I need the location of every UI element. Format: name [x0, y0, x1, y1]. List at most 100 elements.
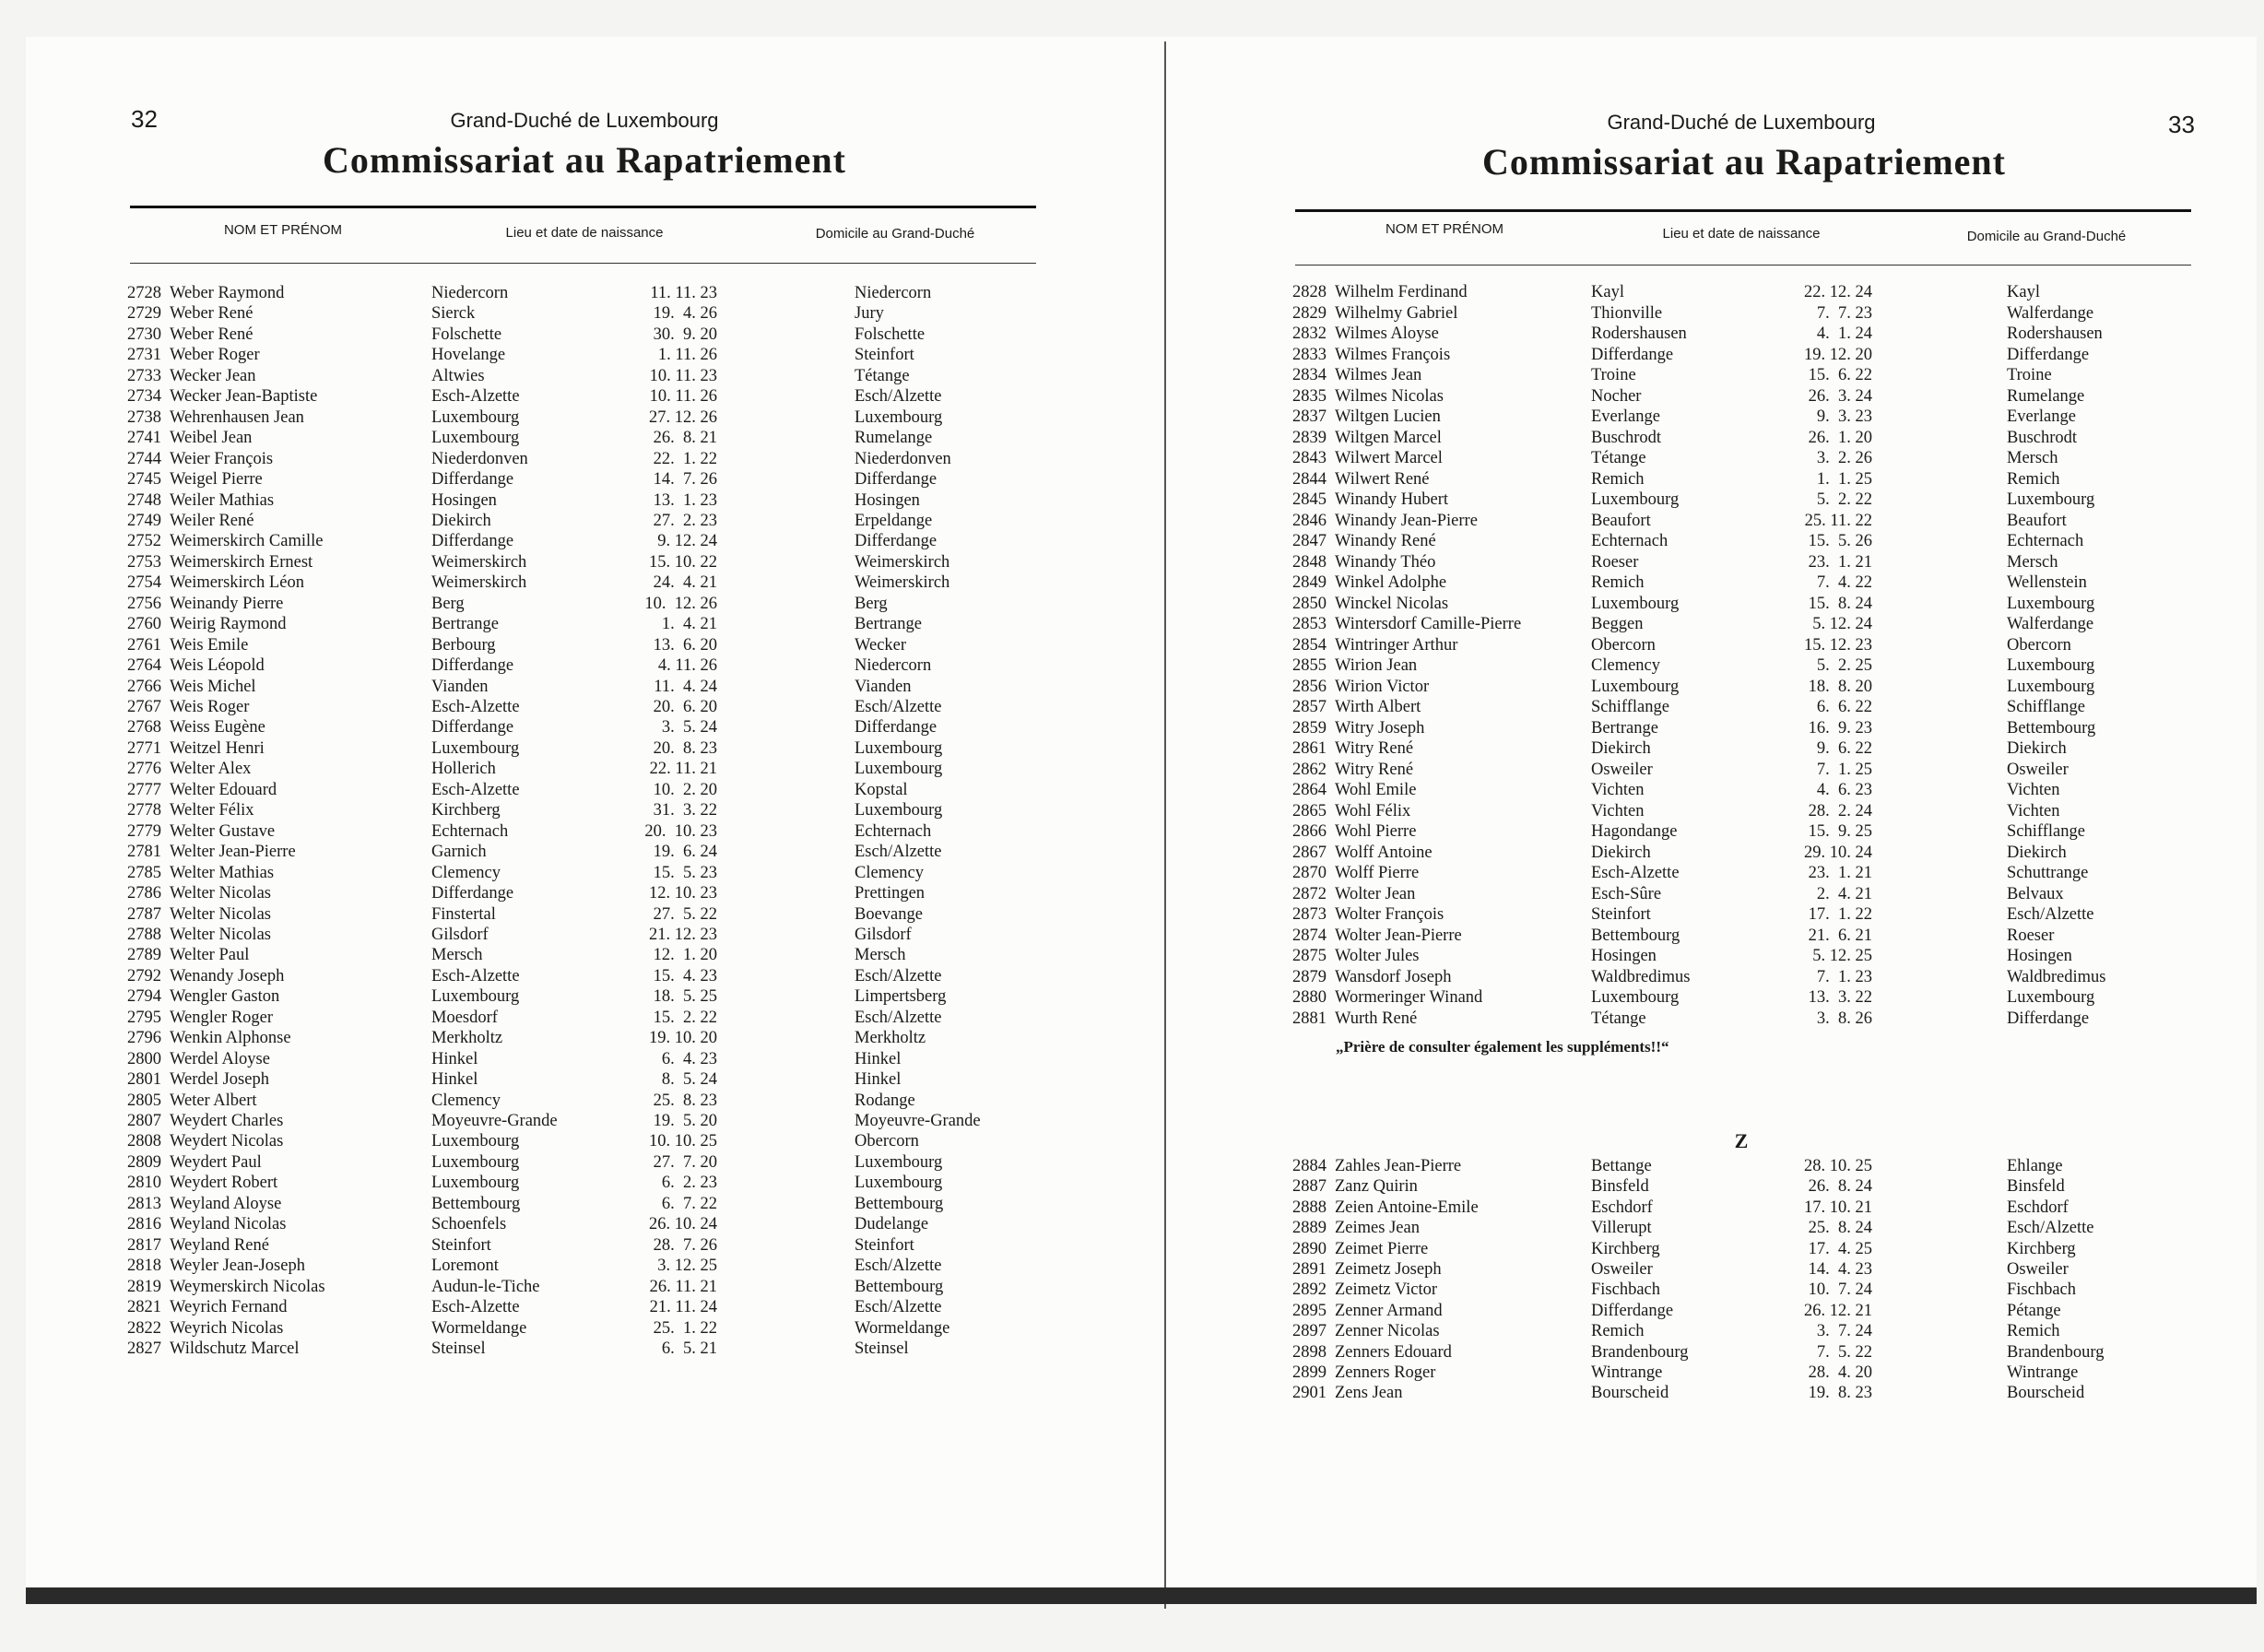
domicile: Obercorn [855, 1132, 919, 1151]
person-name: Weyland Aloyse [170, 1194, 282, 1213]
entry-number: 2816 [127, 1215, 161, 1234]
domicile: Walferdange [2007, 303, 2094, 323]
birth-place: Steinfort [431, 1235, 491, 1255]
domicile: Differdange [2007, 1009, 2090, 1028]
person-name: Weinandy Pierre [170, 594, 284, 613]
domicile: Osweiler [2007, 1260, 2069, 1279]
domicile: Luxembourg [2007, 656, 2095, 675]
birth-date: 27. 7. 20 [653, 1152, 717, 1172]
birth-place: Differdange [1591, 345, 1674, 364]
entry-number: 2818 [127, 1257, 161, 1276]
entry-number: 2834 [1292, 366, 1327, 384]
birth-place: Bertrange [431, 615, 499, 634]
entry-number: 2849 [1292, 573, 1327, 592]
person-name: Weiss Eugène [170, 718, 265, 738]
domicile: Remich [2007, 1322, 2060, 1341]
entry-number: 2754 [127, 573, 161, 593]
domicile: Obercorn [2007, 635, 2071, 655]
person-name: Wirion Jean [1335, 656, 1418, 675]
birth-date: 27. 12. 26 [649, 407, 717, 427]
person-name: Wilmes François [1335, 345, 1451, 364]
domicile: Everlange [2007, 407, 2076, 426]
page-number: 32 [131, 105, 158, 133]
birth-date: 10. 2. 20 [653, 780, 717, 799]
birth-place: Echternach [1591, 532, 1669, 550]
birth-date: 7. 1. 25 [1816, 760, 1872, 779]
entry-number: 2728 [127, 284, 161, 302]
domicile: Esch/Alzette [2007, 1219, 2094, 1238]
person-name: Weyler Jean-Joseph [170, 1257, 305, 1276]
birth-date: 17. 4. 25 [1808, 1239, 1872, 1258]
domicile: Niederdonven [855, 449, 951, 468]
person-name: Wolff Pierre [1335, 864, 1420, 882]
birth-date: 3. 8. 26 [1816, 1009, 1872, 1028]
person-name: Wilmes Aloyse [1335, 324, 1439, 343]
birth-place: Schoenfels [431, 1215, 507, 1234]
birth-date: 22. 1. 22 [653, 449, 717, 468]
birth-place: Luxembourg [431, 987, 520, 1007]
entry-number: 2829 [1292, 303, 1327, 323]
birth-place: Remich [1591, 469, 1645, 489]
birth-place: Osweiler [1591, 760, 1653, 779]
domicile: Buschrodt [2007, 428, 2078, 447]
domicile: Prettingen [855, 884, 926, 903]
entry-number: 2766 [127, 677, 161, 696]
birth-date: 7. 1. 23 [1816, 967, 1872, 986]
domicile: Schifflange [2007, 698, 2085, 716]
domicile: Luxembourg [855, 801, 943, 820]
person-name: Weier François [170, 449, 274, 468]
birth-place: Diekirch [1591, 843, 1651, 862]
entry-number: 2741 [127, 429, 161, 448]
birth-date: 26. 10. 24 [649, 1215, 717, 1234]
person-name: Wilwert Marcel [1335, 449, 1443, 467]
person-name: Weber Raymond [170, 284, 285, 302]
domicile: Beaufort [2007, 511, 2067, 530]
birth-place: Niedercorn [431, 284, 509, 302]
domicile: Bettembourg [855, 1194, 944, 1213]
birth-place: Wormeldange [431, 1318, 527, 1338]
birth-place: Gilsdorf [431, 925, 489, 944]
domicile: Kopstal [855, 780, 908, 799]
person-name: Zeimetz Joseph [1335, 1260, 1442, 1279]
domicile: Steinfort [855, 1235, 914, 1255]
birth-place: Buschrodt [1591, 428, 1662, 447]
column-header-birth: Lieu et date de naissance [505, 225, 664, 241]
entry-number: 2848 [1292, 552, 1327, 572]
birth-date: 16. 9. 23 [1808, 718, 1872, 738]
entry-number: 2730 [127, 324, 161, 344]
domicile: Merkholtz [855, 1029, 926, 1048]
person-name: Welter Gustave [170, 821, 276, 841]
person-name: Weber René [170, 304, 254, 324]
person-name: Weis Michel [170, 677, 256, 696]
entry-number: 2870 [1292, 864, 1327, 882]
birth-place: Schifflange [1591, 698, 1669, 716]
birth-place: Esch-Alzette [1591, 864, 1680, 882]
domicile: Esch/Alzette [2007, 905, 2094, 924]
person-name: Wintersdorf Camille-Pierre [1335, 615, 1522, 633]
entry-number: 2865 [1292, 801, 1327, 820]
person-name: Wohl Félix [1335, 801, 1411, 820]
birth-date: 5. 12. 24 [1812, 615, 1872, 633]
birth-date: 25. 8. 23 [653, 1091, 717, 1110]
birth-date: 22. 12. 24 [1804, 283, 1872, 301]
entry-number: 2856 [1292, 677, 1327, 696]
domicile: Luxembourg [855, 738, 943, 758]
entry-number: 2729 [127, 304, 161, 324]
entry-number: 2796 [127, 1029, 161, 1048]
entry-number: 2872 [1292, 884, 1327, 903]
birth-date: 15. 10. 22 [649, 552, 717, 572]
entry-number: 2855 [1292, 656, 1327, 675]
entry-number: 2817 [127, 1235, 161, 1255]
country-title: Grand-Duché de Luxembourg [1607, 111, 1876, 134]
person-name: Zeimet Pierre [1335, 1239, 1429, 1258]
birth-place: Berbourg [431, 635, 496, 655]
entry-number: 2778 [127, 801, 161, 820]
entry-number: 2789 [127, 946, 161, 965]
birth-place: Esch-Alzette [431, 698, 520, 716]
entry-number: 2749 [127, 511, 161, 530]
entry-number: 2897 [1292, 1322, 1327, 1341]
domicile: Erpeldange [855, 511, 933, 530]
entry-number: 2861 [1292, 739, 1327, 758]
entry-number: 2756 [127, 594, 161, 613]
birth-date: 26. 8. 24 [1808, 1177, 1872, 1197]
